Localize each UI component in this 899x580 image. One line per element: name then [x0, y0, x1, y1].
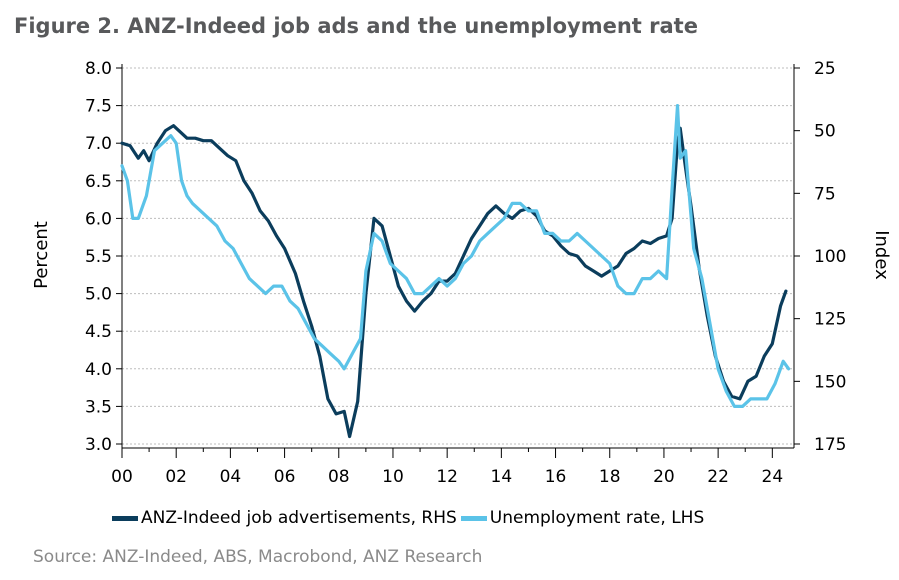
series-layer	[120, 104, 791, 439]
left-tick-label: 4.5	[85, 322, 112, 342]
left-tick-label: 4.0	[85, 360, 112, 380]
left-tick-label: 5.5	[85, 247, 112, 267]
left-tick-label: 6.0	[85, 209, 112, 229]
legend: ANZ-Indeed job advertisements, RHS Unemp…	[112, 508, 708, 528]
left-tick-label: 3.0	[85, 435, 112, 455]
x-tick-label: 10	[382, 467, 404, 487]
right-tick-label: 125	[814, 310, 846, 330]
x-tick-label: 18	[599, 467, 621, 487]
right-tick-label: 175	[814, 435, 846, 455]
source-note: Source: ANZ-Indeed, ABS, Macrobond, ANZ …	[33, 547, 483, 567]
gridlines	[122, 67, 794, 445]
x-tick-label: 16	[545, 467, 567, 487]
legend-label-unemployment: Unemployment rate, LHS	[489, 508, 705, 528]
x-tick-label: 24	[762, 467, 784, 487]
x-tick-label: 00	[111, 467, 133, 487]
x-tick-label: 06	[274, 467, 296, 487]
x-tick-label: 12	[436, 467, 458, 487]
right-tick-label: 100	[814, 247, 846, 267]
chart-title: Figure 2. ANZ-Indeed job ads and the une…	[14, 14, 698, 38]
x-tick-label: 22	[707, 467, 729, 487]
chart: 8.0 7.5 7.0 6.5 6.0 5.5 5.0 4.5 4.0 3.5 3.0 25 50 75 1…	[31, 59, 892, 487]
left-tick-label: 7.5	[85, 97, 112, 117]
x-tick-label: 04	[220, 467, 242, 487]
x-tick-label: 14	[491, 467, 513, 487]
right-tick-label: 75	[814, 184, 836, 204]
series-line-unemployment	[120, 104, 791, 408]
axes: 8.0 7.5 7.0 6.5 6.0 5.5 5.0 4.5 4.0 3.5 3.0 25 50 75 1…	[85, 59, 847, 487]
legend-swatch-job-ads	[112, 515, 138, 521]
left-tick-label: 7.0	[85, 134, 112, 154]
left-tick-label: 5.0	[85, 285, 112, 305]
x-tick-label: 02	[165, 467, 187, 487]
right-tick-label: 150	[814, 372, 846, 392]
legend-item-unemployment: Unemployment rate, LHS	[460, 508, 705, 528]
right-tick-label: 25	[814, 59, 836, 79]
legend-swatch-unemployment	[460, 515, 487, 521]
x-tick-label: 08	[328, 467, 350, 487]
left-tick-label: 8.0	[85, 59, 112, 79]
right-axis-title: Index	[871, 230, 892, 280]
right-tick-label: 50	[814, 122, 836, 142]
left-tick-label: 6.5	[85, 172, 112, 192]
left-axis-title: Percent	[31, 221, 52, 289]
legend-item-job-ads: ANZ-Indeed job advertisements, RHS	[112, 508, 457, 528]
legend-label-job-ads: ANZ-Indeed job advertisements, RHS	[141, 508, 457, 528]
left-tick-label: 3.5	[85, 397, 112, 417]
x-tick-label: 20	[653, 467, 675, 487]
